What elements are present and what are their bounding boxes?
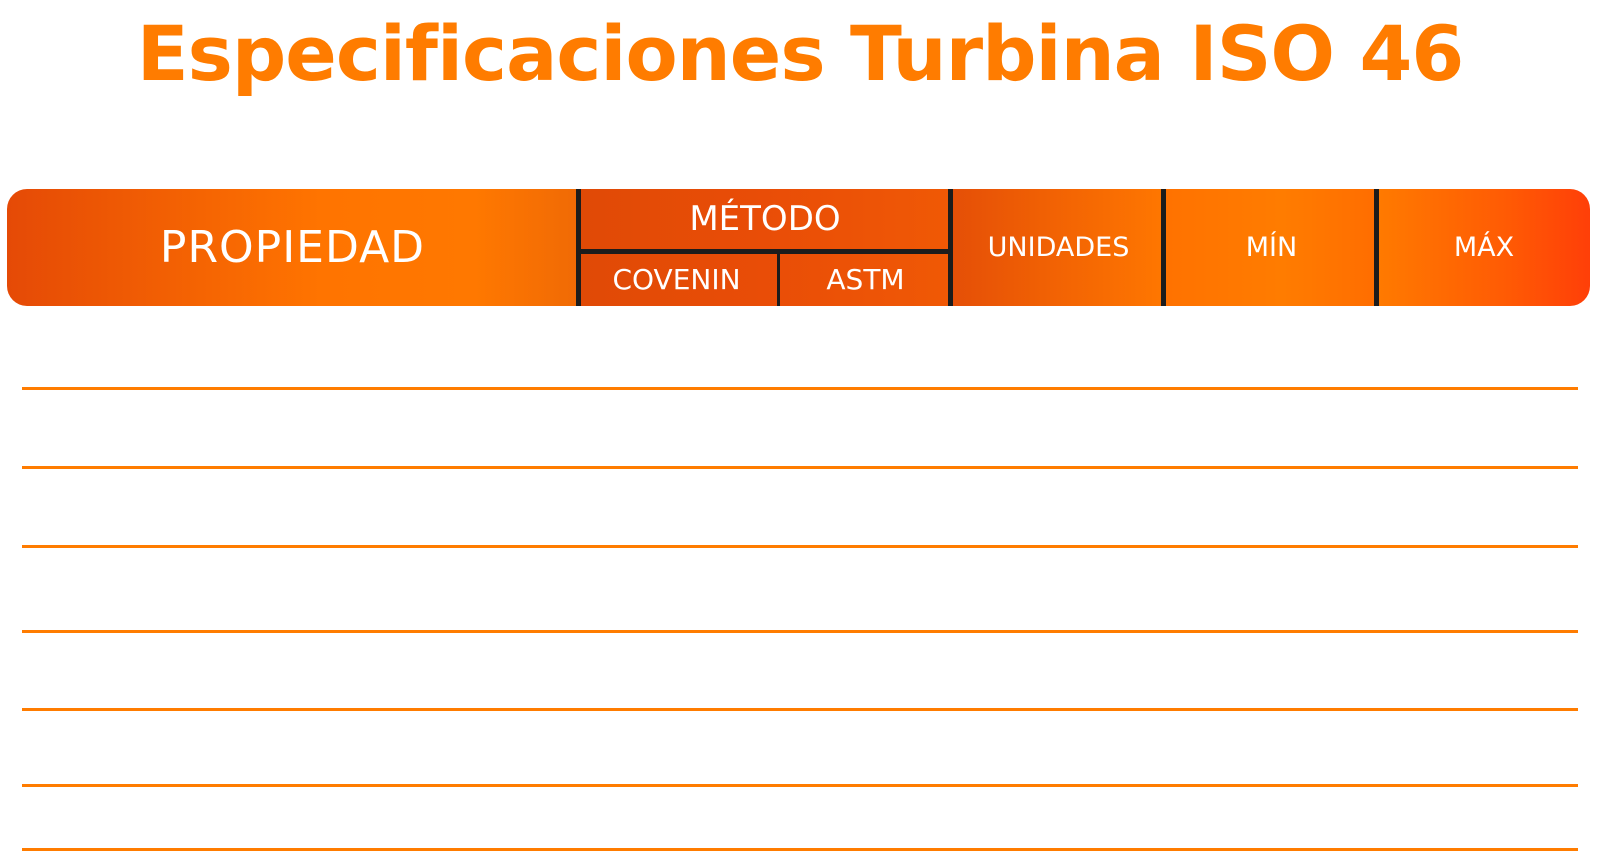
metodo-divider <box>578 249 952 254</box>
covenin-astm-divider <box>777 253 780 306</box>
column-divider <box>576 189 581 306</box>
table-row-rule <box>22 387 1578 390</box>
header-max: MÁX <box>1378 189 1590 306</box>
table-row-rule <box>22 545 1578 548</box>
table-row-rule <box>22 630 1578 633</box>
column-divider <box>948 189 953 306</box>
header-propiedad: PROPIEDAD <box>7 189 578 306</box>
table-row-rule <box>22 708 1578 711</box>
column-divider <box>1161 189 1166 306</box>
header-metodo-group: MÉTODO COVENIN ASTM <box>578 189 952 306</box>
header-min: MÍN <box>1165 189 1378 306</box>
header-covenin: COVENIN <box>612 263 741 296</box>
column-divider <box>1374 189 1379 306</box>
table-row-rule <box>22 784 1578 787</box>
header-metodo: MÉTODO <box>689 199 841 239</box>
page-title: Especificaciones Turbina ISO 46 <box>136 9 1465 98</box>
table-row-rule <box>22 848 1578 851</box>
table-row-rule <box>22 466 1578 469</box>
header-unidades: UNIDADES <box>952 189 1165 306</box>
table-header: PROPIEDAD MÉTODO COVENIN ASTM UNIDADES M… <box>7 189 1590 306</box>
header-astm: ASTM <box>826 263 905 296</box>
